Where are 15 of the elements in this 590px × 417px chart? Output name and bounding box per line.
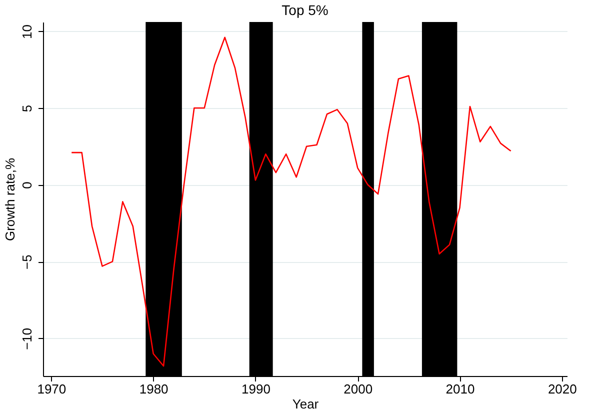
y-tick-label: −5 — [20, 254, 34, 270]
x-tick-label: 2000 — [344, 382, 373, 396]
y-tick-label: 0 — [20, 182, 34, 189]
chart-title: Top 5% — [282, 2, 328, 18]
y-tick-label: −10 — [20, 328, 34, 350]
x-tick-label: 1980 — [139, 382, 168, 396]
x-axis-title: Year — [292, 396, 320, 412]
y-axis-title: Growth rate,% — [2, 158, 18, 242]
x-tick-label: 2010 — [446, 382, 475, 396]
x-tick-label: 1970 — [37, 382, 66, 396]
line-series — [70, 36, 512, 367]
y-tick-label: 10 — [20, 24, 34, 39]
y-tick-label: 5 — [20, 104, 34, 112]
x-tick-label: 1990 — [242, 382, 270, 396]
x-tick-label: 2020 — [548, 382, 577, 396]
